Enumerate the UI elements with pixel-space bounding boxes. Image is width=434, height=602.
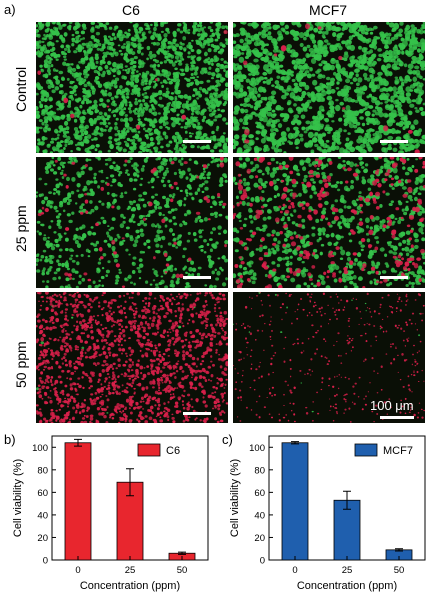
y-tick-label: 100 [32,443,48,454]
y-tick-label: 20 [254,533,265,544]
y-tick-label: 20 [37,533,48,544]
scale-bar [380,416,414,419]
micrograph-mcf7-25ppm [233,157,425,288]
x-tick-label: 50 [177,565,188,576]
micrograph-c6-control [36,22,228,153]
chart-c6-viability: 0 20 40 60 80 100 0 25 50 Concentration (ppm) Cell… [0,428,217,597]
scale-bar [380,140,408,143]
y-tick-label: 0 [260,556,265,567]
scale-bar [183,276,211,279]
scale-bar [183,140,211,143]
x-axis-label: Concentration (ppm) [80,580,180,592]
legend-label: C6 [166,445,180,457]
y-axis-label: Cell viability (%) [229,459,241,537]
y-tick-label: 80 [254,465,265,476]
legend-label: MCF7 [383,445,413,457]
x-tick-label: 25 [342,565,353,576]
row-label-control: Control [13,67,29,112]
legend-swatch [355,444,377,456]
y-axis-label: Cell viability (%) [12,459,24,537]
micrograph-c6-25ppm [36,157,228,288]
y-tick-label: 40 [37,510,48,521]
bar [65,443,91,560]
x-axis-label: Concentration (ppm) [297,580,397,592]
bar [282,443,308,560]
legend-swatch [138,444,160,456]
panel-a-letter: a) [4,2,16,17]
x-tick-label: 0 [292,565,297,576]
row-label-50ppm: 50 ppm [13,341,29,388]
y-tick-label: 40 [254,510,265,521]
scale-bar [183,412,211,415]
micrograph-c6-50ppm [36,292,228,423]
y-tick-label: 100 [249,443,265,454]
scale-bar-label: 100 μm [370,398,414,413]
y-tick-label: 80 [37,465,48,476]
x-tick-label: 0 [75,565,80,576]
scale-bar [380,276,408,279]
column-header-c6: C6 [36,2,226,18]
x-tick-label: 25 [125,565,136,576]
chart-mcf7-viability: 0 20 40 60 80 100 0 25 50 Concentration (ppm) Cell… [217,428,434,597]
y-tick-label: 60 [254,488,265,499]
column-header-mcf7: MCF7 [233,2,423,18]
y-tick-label: 0 [43,556,48,567]
row-label-25ppm: 25 ppm [13,205,29,252]
micrograph-mcf7-control [233,22,425,153]
x-tick-label: 50 [394,565,405,576]
y-tick-label: 60 [37,488,48,499]
